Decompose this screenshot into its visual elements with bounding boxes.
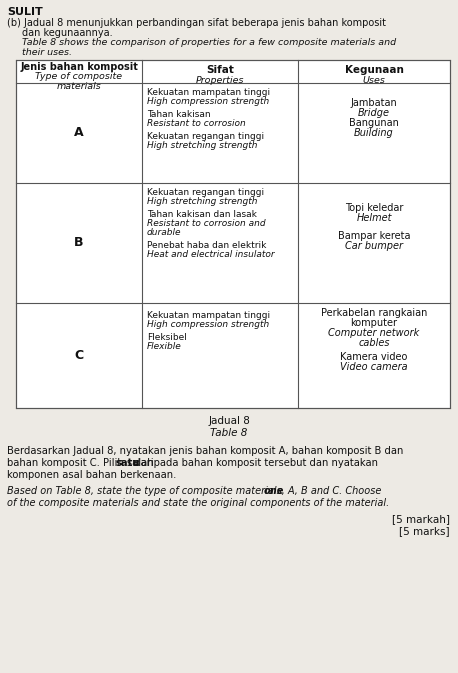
Text: Resistant to corrosion and: Resistant to corrosion and [147,219,266,228]
Text: Heat and electrical insulator: Heat and electrical insulator [147,250,275,259]
Text: Building: Building [354,128,394,138]
Text: Bampar kereta: Bampar kereta [338,231,410,241]
Text: Properties: Properties [196,76,244,85]
Text: [5 marks]: [5 marks] [399,526,450,536]
Text: High compression strength: High compression strength [147,97,269,106]
Text: Kekuatan regangan tinggi: Kekuatan regangan tinggi [147,132,264,141]
Text: Bangunan: Bangunan [349,118,399,128]
Text: High stretching strength: High stretching strength [147,197,257,206]
Text: SULIT: SULIT [7,7,43,17]
Text: High compression strength: High compression strength [147,320,269,329]
Text: materials: materials [57,82,101,91]
Text: durable: durable [147,228,181,237]
Text: High stretching strength: High stretching strength [147,141,257,150]
Text: bahan komposit C. Pilih salah: bahan komposit C. Pilih salah [7,458,157,468]
Text: Uses: Uses [363,76,386,85]
Text: Tahan kakisan: Tahan kakisan [147,110,211,119]
Text: Perkabelan rangkaian: Perkabelan rangkaian [321,308,427,318]
Text: Resistant to corrosion: Resistant to corrosion [147,119,246,128]
Text: Kekuatan mampatan tinggi: Kekuatan mampatan tinggi [147,88,270,97]
Text: Jenis bahan komposit: Jenis bahan komposit [20,62,138,72]
Text: Sifat: Sifat [206,65,234,75]
Text: dan kegunaannya.: dan kegunaannya. [22,28,113,38]
Text: B: B [74,236,84,250]
Text: their uses.: their uses. [22,48,72,57]
Text: Jambatan: Jambatan [351,98,398,108]
Text: C: C [75,349,83,362]
Text: Video camera: Video camera [340,362,408,372]
Text: Fleksibel: Fleksibel [147,333,187,342]
Text: Kegunaan: Kegunaan [344,65,403,75]
Text: Car bumper: Car bumper [345,241,403,251]
Text: Jadual 8: Jadual 8 [208,416,250,426]
Text: Type of composite: Type of composite [35,72,123,81]
Text: [5 markah]: [5 markah] [392,514,450,524]
Text: Computer network: Computer network [328,328,420,338]
Text: Topi keledar: Topi keledar [345,203,403,213]
Bar [16,60,450,408]
Text: Based on Table 8, state the type of composite materials, A, B and C. Choose: Based on Table 8, state the type of comp… [7,486,385,496]
Text: komputer: komputer [350,318,398,328]
Text: komponen asal bahan berkenaan.: komponen asal bahan berkenaan. [7,470,176,480]
Text: Kamera video: Kamera video [340,352,408,362]
Text: cables: cables [358,338,390,348]
Text: Bridge: Bridge [358,108,390,118]
Text: Tahan kakisan dan lasak: Tahan kakisan dan lasak [147,210,257,219]
Text: Table 8 shows the comparison of properties for a few composite materials and: Table 8 shows the comparison of properti… [22,38,396,47]
Text: Berdasarkan Jadual 8, nyatakan jenis bahan komposit A, bahan komposit B dan: Berdasarkan Jadual 8, nyatakan jenis bah… [7,446,403,456]
Text: (b) Jadual 8 menunjukkan perbandingan sifat beberapa jenis bahan komposit: (b) Jadual 8 menunjukkan perbandingan si… [7,18,386,28]
Text: Kekuatan mampatan tinggi: Kekuatan mampatan tinggi [147,311,270,320]
Text: Kekuatan regangan tinggi: Kekuatan regangan tinggi [147,188,264,197]
Text: satu: satu [115,458,140,468]
Text: daripada bahan komposit tersebut dan nyatakan: daripada bahan komposit tersebut dan nya… [131,458,378,468]
Text: Penebat haba dan elektrik: Penebat haba dan elektrik [147,241,267,250]
Text: Table 8: Table 8 [210,428,248,438]
Text: Helmet: Helmet [356,213,392,223]
Text: one: one [264,486,284,496]
Text: of the composite materials and state the original components of the material.: of the composite materials and state the… [7,498,389,508]
Text: A: A [74,127,84,139]
Text: Flexible: Flexible [147,342,182,351]
